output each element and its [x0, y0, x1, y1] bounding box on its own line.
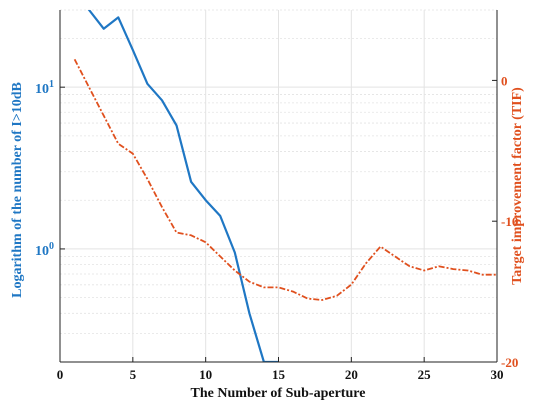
right-y-axis-label: Target improvement factor (TIF)	[510, 87, 525, 285]
x-tick-label: 5	[130, 367, 137, 382]
right-series-line	[75, 59, 497, 300]
right-tick-label: 0	[501, 73, 508, 88]
left-y-axis-label: Logarithm of the number of I>10dB	[10, 82, 25, 298]
series-layer	[75, 0, 497, 362]
x-tick-label: 10	[199, 367, 212, 382]
right-tick-label: -20	[501, 355, 518, 370]
x-tick-label: 15	[272, 367, 286, 382]
left-tick-label: 100	[35, 241, 54, 259]
x-tick-label: 0	[57, 367, 64, 382]
grid-layer	[60, 10, 497, 362]
left-series-line	[75, 0, 279, 362]
left-tick-label: 101	[35, 79, 54, 97]
plot-area	[75, 0, 497, 362]
x-tick-label: 25	[418, 367, 432, 382]
x-axis-label: The Number of Sub-aperture	[191, 386, 366, 401]
x-tick-label: 20	[345, 367, 358, 382]
